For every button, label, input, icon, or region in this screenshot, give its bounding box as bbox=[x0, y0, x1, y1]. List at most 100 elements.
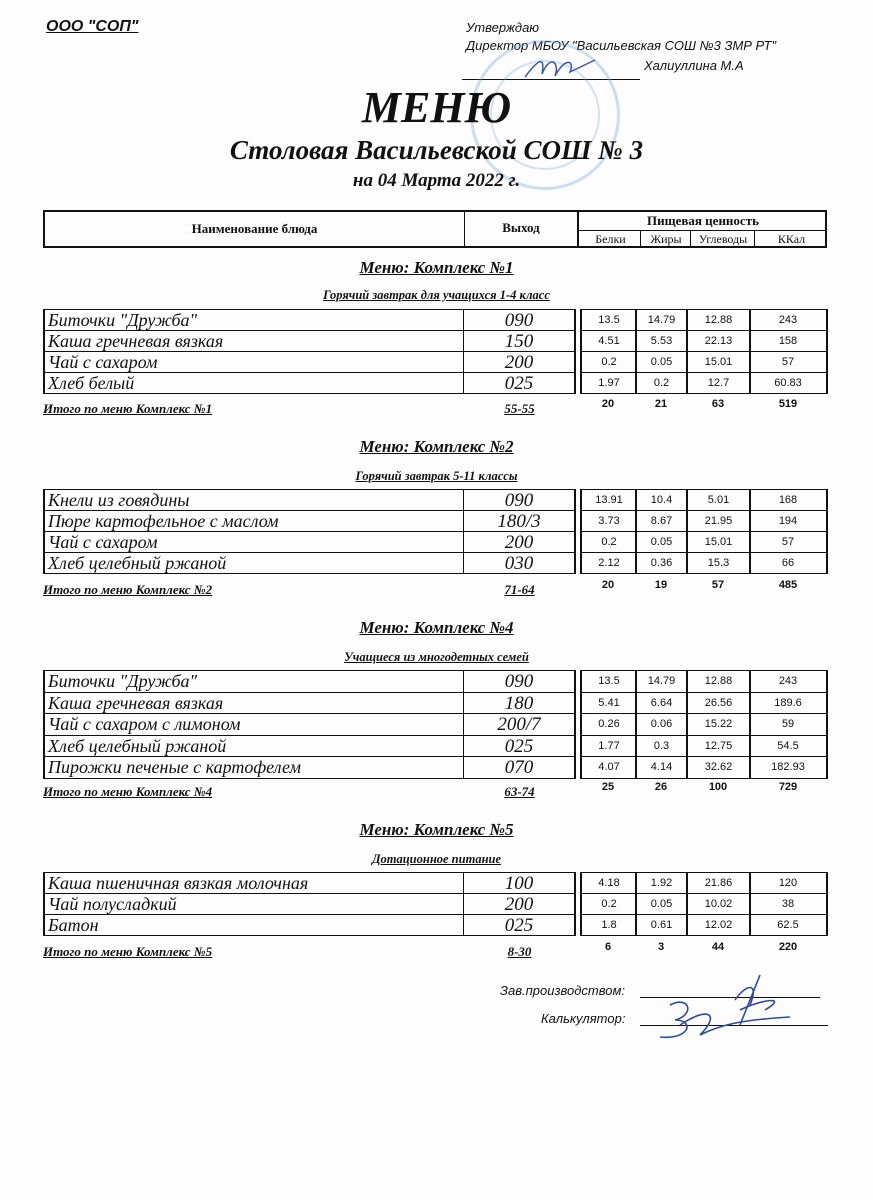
header-dish-name: Наименование блюда bbox=[191, 221, 318, 236]
section-subtitle: Дотационное питание bbox=[0, 852, 873, 867]
dish-kcal: 57 bbox=[749, 351, 828, 373]
total-fats: 19 bbox=[654, 579, 668, 591]
dish-carbs: 12.88 bbox=[686, 670, 751, 693]
dish-kcal: 168 bbox=[749, 489, 828, 511]
dish-fats: 0.3 bbox=[635, 734, 688, 757]
dish-carbs: 15.01 bbox=[686, 351, 751, 373]
dish-proteins: 13.5 bbox=[580, 309, 637, 331]
dish-proteins: 4.51 bbox=[580, 330, 637, 352]
dish-name: Чай с сахаром bbox=[43, 351, 464, 373]
section-title: Меню: Комплекс №2 bbox=[0, 437, 873, 457]
total-fats: 21 bbox=[654, 398, 668, 410]
section-subtitle: Горячий завтрак 5-11 классы bbox=[0, 469, 873, 484]
dish-name: Кнели из говядины bbox=[43, 489, 464, 511]
page-subtitle: Столовая Васильевской СОШ № 3 bbox=[229, 135, 644, 165]
total-output: 55-55 bbox=[504, 401, 535, 416]
total-kcal: 485 bbox=[778, 579, 798, 591]
header-fats: Жиры bbox=[640, 231, 691, 248]
dish-output: 025 bbox=[463, 372, 576, 394]
section-subtitle-text: Учащиеся из многодетных семей bbox=[344, 650, 529, 664]
dish-fats: 0.05 bbox=[635, 893, 688, 915]
organization-name: ООО "СОП" bbox=[46, 18, 139, 35]
total-proteins: 20 bbox=[601, 398, 615, 410]
dish-name: Пюре картофельное с маслом bbox=[43, 510, 464, 532]
director-name: Халиуллина М.А bbox=[644, 58, 744, 73]
section-subtitle-text: Горячий завтрак 5-11 классы bbox=[355, 469, 518, 483]
dish-fats: 0.05 bbox=[635, 531, 688, 553]
table-row: Биточки "Дружба" 090 13.5 14.79 12.88 243 bbox=[43, 309, 828, 331]
dish-output: 180/3 bbox=[463, 510, 576, 532]
dish-name: Биточки "Дружба" bbox=[43, 670, 464, 693]
dish-proteins: 1.97 bbox=[580, 372, 637, 394]
total-label: Итого по меню Комплекс №2 bbox=[43, 582, 213, 597]
dish-fats: 8.67 bbox=[635, 510, 688, 532]
header-output: Выход bbox=[464, 212, 577, 246]
dish-fats: 1.92 bbox=[635, 872, 688, 894]
table-row: Каша гречневая вязкая 180 5.41 6.64 26.56 189… bbox=[43, 691, 828, 714]
dish-carbs: 26.56 bbox=[686, 691, 751, 714]
dish-output: 200/7 bbox=[463, 713, 576, 736]
total-proteins: 25 bbox=[601, 781, 615, 793]
dish-carbs: 5.01 bbox=[686, 489, 751, 511]
total-fats: 3 bbox=[657, 941, 665, 953]
dish-kcal: 120 bbox=[749, 872, 828, 894]
dish-kcal: 57 bbox=[749, 531, 828, 553]
dish-kcal: 62.5 bbox=[749, 914, 828, 936]
total-label: Итого по меню Комплекс №1 bbox=[43, 401, 213, 416]
dish-output: 090 bbox=[463, 309, 576, 331]
section-title-text: Меню: Комплекс №4 bbox=[359, 618, 514, 637]
header-kcal: ККал bbox=[754, 231, 828, 248]
table-row: Хлеб целебный ржаной 025 1.77 0.3 12.75 54.5 bbox=[43, 734, 828, 757]
section-title: Меню: Комплекс №5 bbox=[0, 820, 873, 840]
dish-kcal: 243 bbox=[749, 309, 828, 331]
dish-fats: 14.79 bbox=[635, 309, 688, 331]
dish-carbs: 22.13 bbox=[686, 330, 751, 352]
dish-proteins: 5.41 bbox=[580, 691, 637, 714]
section-title-text: Меню: Комплекс №1 bbox=[359, 258, 514, 277]
total-output: 71-64 bbox=[504, 582, 535, 597]
production-head-signature-line bbox=[640, 997, 820, 998]
dish-output: 030 bbox=[463, 552, 576, 574]
dish-proteins: 4.18 bbox=[580, 872, 637, 894]
dish-proteins: 0.2 bbox=[580, 893, 637, 915]
dish-fats: 6.64 bbox=[635, 691, 688, 714]
dish-output: 200 bbox=[463, 351, 576, 373]
dish-carbs: 32.62 bbox=[686, 756, 751, 779]
total-proteins: 20 bbox=[601, 579, 615, 591]
dish-carbs: 15.22 bbox=[686, 713, 751, 736]
table-row: Пирожки печеные с картофелем 070 4.07 4.14 3… bbox=[43, 756, 828, 779]
dish-name: Каша гречневая вязкая bbox=[43, 691, 464, 714]
dish-output: 180 bbox=[463, 691, 576, 714]
dish-output: 070 bbox=[463, 756, 576, 779]
dish-output: 025 bbox=[463, 734, 576, 757]
dish-name: Чай с сахаром bbox=[43, 531, 464, 553]
dish-carbs: 15.3 bbox=[686, 552, 751, 574]
total-label: Итого по меню Комплекс №5 bbox=[43, 944, 213, 959]
dish-carbs: 12.88 bbox=[686, 309, 751, 331]
total-proteins: 6 bbox=[604, 941, 612, 953]
total-kcal: 220 bbox=[778, 941, 798, 953]
dish-carbs: 12.7 bbox=[686, 372, 751, 394]
dish-name: Биточки "Дружба" bbox=[43, 309, 464, 331]
dish-name: Пирожки печеные с картофелем bbox=[43, 756, 464, 779]
table-header: Наименование блюда Выход Пищевая ценност… bbox=[43, 210, 827, 248]
table-row: Чай полусладкий 200 0.2 0.05 10.02 38 bbox=[43, 893, 828, 915]
dish-proteins: 0.2 bbox=[580, 531, 637, 553]
dish-kcal: 59 bbox=[749, 713, 828, 736]
dish-carbs: 10.02 bbox=[686, 893, 751, 915]
dish-name: Каша гречневая вязкая bbox=[43, 330, 464, 352]
dish-kcal: 194 bbox=[749, 510, 828, 532]
dish-kcal: 60.83 bbox=[749, 372, 828, 394]
dish-proteins: 0.26 bbox=[580, 713, 637, 736]
handwritten-signatures bbox=[659, 974, 791, 1039]
dish-output: 200 bbox=[463, 893, 576, 915]
table-row: Чай с сахаром 200 0.2 0.05 15.01 57 bbox=[43, 531, 828, 553]
dish-carbs: 12.02 bbox=[686, 914, 751, 936]
total-carbs: 44 bbox=[711, 941, 725, 953]
approval-label: Утверждаю bbox=[466, 20, 540, 35]
table-row: Чай с сахаром 200 0.2 0.05 15.01 57 bbox=[43, 351, 828, 373]
dish-fats: 0.61 bbox=[635, 914, 688, 936]
dish-kcal: 54.5 bbox=[749, 734, 828, 757]
section-subtitle: Учащиеся из многодетных семей bbox=[0, 650, 873, 665]
header-carbs: Углеводы bbox=[690, 231, 755, 248]
